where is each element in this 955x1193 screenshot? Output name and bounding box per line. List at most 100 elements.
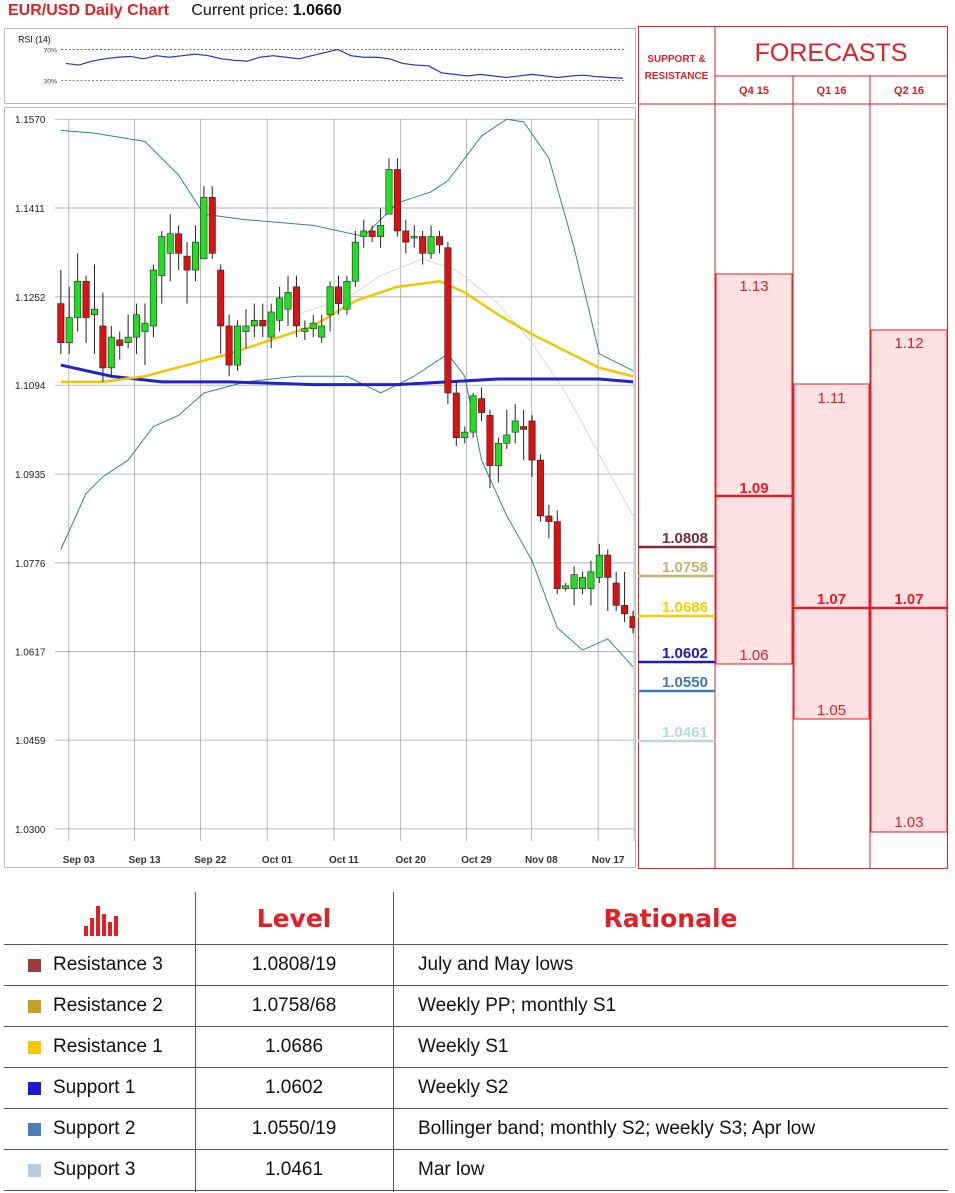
rsi-level-30: 30% (43, 79, 57, 86)
row-level: 1.0686 (264, 1036, 324, 1057)
candle (200, 186, 208, 260)
q4-forecast-range (715, 273, 793, 665)
candle (301, 320, 309, 340)
row-rationale: Weekly S2 (418, 1077, 509, 1098)
sr-level-value: 1.0550 (662, 674, 708, 691)
x-axis-labels: Sep 03 Sep 13 Sep 22 Oct 01 Oct 11 Oct 20 Oct … (63, 855, 625, 866)
candle (368, 225, 376, 243)
sr-level: 1.0461 (638, 724, 715, 743)
level-color-swatch (28, 1122, 41, 1136)
candle (250, 303, 258, 338)
q1-mid: 1.07 (817, 591, 846, 608)
row-level: 1.0758/68 (251, 995, 337, 1016)
candle (410, 225, 418, 248)
candle (166, 214, 174, 282)
candle (393, 158, 401, 237)
candle (276, 286, 284, 332)
q2-high: 1.12 (894, 335, 923, 352)
support-resistance-levels: 1.0808 1.0758 1.0686 1.0602 1.0550 1.0461 (638, 530, 715, 743)
sr-level-value: 1.0602 (662, 645, 708, 662)
moving-average-yellow (60, 279, 634, 384)
rsi-label: RSI (14) (18, 35, 51, 45)
row-level: 1.0808/19 (251, 954, 337, 975)
y-axis-labels: 1.1570 1.1411 1.1252 1.1094 1.0935 1.0776 1.06… (15, 115, 46, 836)
candle (99, 292, 107, 382)
moving-average-light (296, 258, 634, 517)
candle (351, 230, 359, 287)
table-row: Support 2 1.0550/19 Bollinger band; monthl… (4, 1109, 948, 1149)
level-color-swatch (28, 1040, 41, 1054)
candle (511, 404, 519, 444)
candle (284, 275, 292, 326)
candle (133, 303, 141, 354)
candle (90, 264, 98, 354)
candle (259, 303, 267, 338)
table-row-divider (4, 1149, 948, 1150)
table-icon-cell (4, 892, 195, 944)
sr-level-value: 1.0686 (662, 599, 708, 616)
row-name: Resistance 3 (53, 954, 163, 975)
candle (587, 560, 595, 606)
candle (520, 409, 528, 461)
candle (562, 583, 570, 592)
row-name-cell: Support 3 (4, 1150, 195, 1190)
candle (217, 264, 225, 354)
candle (208, 186, 216, 259)
moving-average-blue (60, 363, 634, 387)
candle (621, 571, 629, 623)
table-row-divider (4, 1026, 948, 1027)
sr-level-value: 1.0808 (662, 530, 708, 547)
candle (402, 219, 410, 254)
support-resistance-label-2: RESISTANCE (645, 71, 709, 82)
q4-mid: 1.09 (739, 480, 768, 497)
table-row: Support 1 1.0602 Weekly S2 (4, 1068, 948, 1108)
candle (158, 230, 166, 304)
row-rationale: Bollinger band; monthly S2; weekly S3; A… (418, 1118, 816, 1139)
q4-low: 1.06 (739, 647, 768, 664)
q2-forecast-range (870, 329, 948, 833)
row-name: Resistance 2 (53, 995, 163, 1016)
y-tick-label: 1.0459 (15, 736, 46, 747)
candle (579, 571, 587, 595)
y-tick-label: 1.1570 (15, 115, 46, 126)
candle (360, 219, 368, 248)
column-q4-15: Q4 15 (739, 85, 769, 97)
candle (528, 415, 536, 477)
q2-mid: 1.07 (894, 591, 923, 608)
x-tick-label: Oct 01 (262, 855, 293, 866)
candle (175, 225, 183, 271)
table-row: Resistance 3 1.0808/19 July and May lows (4, 945, 948, 985)
column-q2-16: Q2 16 (894, 85, 924, 97)
row-rationale: July and May lows (418, 954, 574, 975)
candle (65, 286, 73, 354)
current-price-label: Current price: (191, 2, 289, 19)
chart-header: EUR/USD Daily Chart Current price: 1.066… (8, 2, 342, 24)
candle (343, 275, 351, 315)
x-tick-label: Oct 20 (395, 855, 426, 866)
candle (318, 314, 326, 343)
candle (225, 314, 233, 377)
candle (503, 409, 511, 449)
row-name-cell: Support 2 (4, 1109, 195, 1149)
table-col-divider-1 (195, 892, 196, 1192)
row-name-cell: Resistance 1 (4, 1027, 195, 1067)
candle (292, 275, 300, 338)
chart-grid (54, 118, 635, 841)
candle (469, 393, 477, 438)
chart-title: EUR/USD Daily Chart (8, 2, 169, 19)
row-name: Resistance 1 (53, 1036, 163, 1057)
table-header-divider (4, 944, 948, 945)
support-resistance-label-1: SUPPORT & (647, 54, 705, 65)
candle (553, 510, 561, 595)
q1-forecast-range (793, 383, 870, 720)
x-tick-label: Oct 11 (329, 855, 359, 866)
candle (116, 331, 124, 360)
x-tick-label: Sep 13 (129, 855, 162, 866)
candle (604, 549, 612, 611)
current-price: Current price: 1.0660 (191, 2, 341, 19)
candle (629, 610, 635, 634)
bollinger-lower-band (60, 353, 634, 668)
y-tick-label: 1.0300 (15, 825, 46, 836)
rationale-header: Rationale (603, 903, 738, 933)
candle (612, 571, 620, 611)
